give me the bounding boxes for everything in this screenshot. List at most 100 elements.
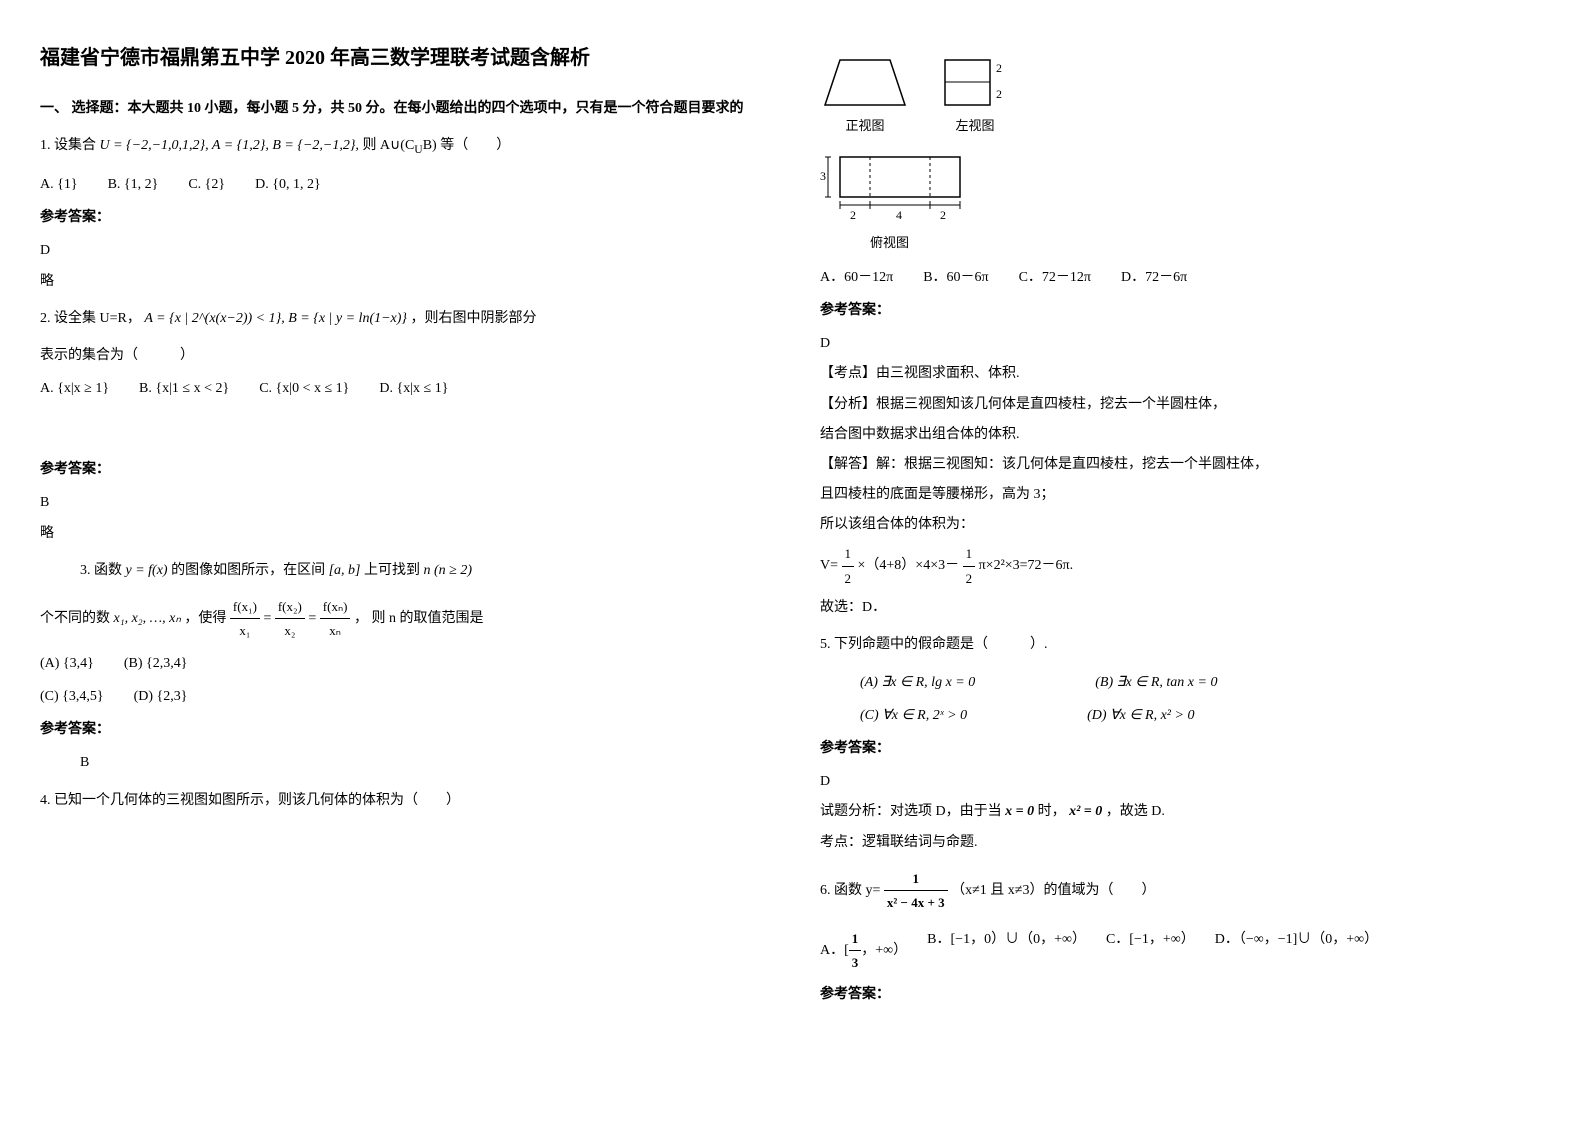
q4-optA: A．60－12π — [820, 265, 893, 290]
q4-three-views: 正视图 2 2 左视图 3 — [820, 50, 1540, 255]
q3-math3: n (n ≥ 2) — [424, 563, 473, 578]
q3-optD: (D) {2,3} — [134, 684, 188, 709]
q6-optB: B．[−1，0）∪（0，+∞） — [927, 927, 1086, 975]
q4-exp5: 且四棱柱的底面是等腰梯形，高为 3； — [820, 482, 1540, 507]
page-title: 福建省宁德市福鼎第五中学 2020 年高三数学理联考试题含解析 — [40, 40, 760, 76]
q5-optD: (D) ∀x ∈ R, x² > 0 — [1087, 703, 1194, 728]
q4-optD: D．72－6π — [1121, 265, 1187, 290]
q6-optC: C．[−1，+∞） — [1106, 927, 1195, 975]
q2-stem-prefix: 2. 设全集 U=R， — [40, 311, 141, 326]
q1-stem-suffix: 则 A∪(C — [362, 138, 414, 153]
q3-optA: (A) {3,4} — [40, 651, 94, 676]
question-6: 6. 函数 y= 1x² − 4x + 3 （x≠1 且 x≠3）的值域为（ ） — [820, 867, 1540, 915]
q3-math1: y = f(x) — [126, 563, 168, 578]
q2-optA: A. {x|x ≥ 1} — [40, 376, 109, 401]
q4-exp7: V= 12 ×（4+8）×4×3－ 12 π×2²×3=72－6π. — [820, 542, 1540, 590]
q3-line2-suffix: ， 则 n 的取值范围是 — [354, 611, 484, 626]
q3-math2: [a, b] — [329, 563, 361, 578]
q1-optC: C. {2} — [188, 172, 225, 197]
q2-optC: C. {x|0 < x ≤ 1} — [259, 376, 349, 401]
q4-optB: B．60－6π — [923, 265, 988, 290]
q3-answer: B — [80, 750, 760, 775]
q2-stem-suffix: ，则右图中阴影部分 — [411, 311, 537, 326]
q6-stem-suffix: （x≠1 且 x≠3）的值域为（ ） — [951, 883, 1155, 898]
dim-2c: 2 — [850, 208, 856, 222]
q5-optB: (B) ∃x ∈ R, tan x = 0 — [1095, 670, 1217, 695]
q4-exp4: 【解答】解：根据三视图知：该几何体是直四棱柱，挖去一个半圆柱体， — [820, 452, 1540, 477]
q4-frac2: 12 — [963, 542, 976, 590]
q3-options-row1: (A) {3,4} (B) {2,3,4} — [40, 651, 760, 676]
top-view-svg: 3 2 4 2 — [820, 147, 980, 227]
q5-answer-label: 参考答案： — [820, 736, 1540, 761]
q2-optB: B. {x|1 ≤ x < 2} — [139, 376, 229, 401]
dim-2a: 2 — [996, 61, 1002, 75]
dim-3: 3 — [820, 169, 826, 183]
left-view: 2 2 左视图 — [940, 50, 1010, 137]
q3-stem-prefix: 3. 函数 — [80, 563, 122, 578]
question-1: 1. 设集合 U = {−2,−1,0,1,2}, A = {1,2}, B =… — [40, 133, 760, 160]
q5-options-row2: (C) ∀x ∈ R, 2ˣ > 0 (D) ∀x ∈ R, x² > 0 — [860, 703, 1540, 728]
q1-optD: D. {0, 1, 2} — [255, 172, 321, 197]
left-view-svg: 2 2 — [940, 50, 1010, 110]
q2-stem-math: A = {x | 2^(x(x−2)) < 1}, B = {x | y = l… — [144, 311, 407, 326]
q3-frac2: f(x₂)x₂ — [275, 595, 305, 643]
q4-options: A．60－12π B．60－6π C．72－12π D．72－6π — [820, 265, 1540, 290]
question-3: 3. 函数 y = f(x) 的图像如图所示，在区间 [a, b] 上可找到 n… — [80, 558, 760, 583]
q4-exp3: 结合图中数据求出组合体的体积. — [820, 422, 1540, 447]
q4-answer: D — [820, 331, 1540, 356]
q6-options: A．[13，+∞） B．[−1，0）∪（0，+∞） C．[−1，+∞） D．（−… — [820, 927, 1540, 975]
q5-exp1-math2: x² = 0 — [1069, 804, 1102, 819]
q2-line2: 表示的集合为（ ） — [40, 343, 760, 368]
q3-optB: (B) {2,3,4} — [124, 651, 188, 676]
q4-optC: C．72－12π — [1019, 265, 1091, 290]
q4-exp8: 故选：D． — [820, 595, 1540, 620]
q3-answer-label: 参考答案： — [40, 717, 760, 742]
q3-mid2: 上可找到 — [364, 563, 424, 578]
q3-optC: (C) {3,4,5} — [40, 684, 104, 709]
front-view-label: 正视图 — [820, 114, 910, 137]
q2-answer-label: 参考答案： — [40, 457, 760, 482]
q4-frac1: 12 — [842, 542, 855, 590]
top-view-label: 俯视图 — [870, 231, 1540, 254]
q3-line2-mid: ，使得 — [184, 611, 230, 626]
q6-optD: D．（−∞，−1]∪（0，+∞） — [1215, 927, 1378, 975]
q3-frac3: f(xₙ)xₙ — [320, 595, 351, 643]
q5-answer: D — [820, 769, 1540, 794]
left-view-label: 左视图 — [940, 114, 1010, 137]
q1-options: A. {1} B. {1, 2} C. {2} D. {0, 1, 2} — [40, 172, 760, 197]
q1-sub: U — [414, 143, 422, 156]
q1-optB: B. {1, 2} — [108, 172, 159, 197]
q2-answer: B — [40, 490, 760, 515]
question-2: 2. 设全集 U=R， A = {x | 2^(x(x−2)) < 1}, B … — [40, 306, 760, 331]
q5-exp1-mid: 时， — [1038, 804, 1066, 819]
q4-exp7-mid2: π×2²×3=72－6π. — [979, 559, 1074, 574]
q4-exp2: 【分析】根据三视图知该几何体是直四棱柱，挖去一个半圆柱体， — [820, 392, 1540, 417]
q1-stem-prefix: 1. 设集合 — [40, 138, 96, 153]
q5-optC: (C) ∀x ∈ R, 2ˣ > 0 — [860, 703, 967, 728]
q6-optA: A．[13，+∞） — [820, 927, 907, 975]
q1-answer: D — [40, 238, 760, 263]
dim-4: 4 — [896, 208, 902, 222]
q5-exp1-suffix: ，故选 D. — [1106, 804, 1165, 819]
q5-exp1-math1: x = 0 — [1005, 804, 1034, 819]
q5-options-row1: (A) ∃x ∈ R, lg x = 0 (B) ∃x ∈ R, tan x =… — [860, 670, 1540, 695]
top-view: 3 2 4 2 俯视图 — [820, 147, 1540, 254]
q2-note: 略 — [40, 521, 760, 546]
q4-exp7-prefix: V= — [820, 559, 842, 574]
q1-stem-suffix2: B) 等（ ） — [423, 138, 511, 153]
question-4-stem: 4. 已知一个几何体的三视图如图所示，则该几何体的体积为（ ） — [40, 788, 760, 813]
q1-optA: A. {1} — [40, 172, 78, 197]
q2-options: A. {x|x ≥ 1} B. {x|1 ≤ x < 2} C. {x|0 < … — [40, 376, 760, 401]
q3-line2-prefix: 个不同的数 — [40, 611, 114, 626]
q4-exp1: 【考点】由三视图求面积、体积. — [820, 361, 1540, 386]
q3-mid1: 的图像如图所示，在区间 — [171, 563, 329, 578]
q1-stem-math: U = {−2,−1,0,1,2}, A = {1,2}, B = {−2,−1… — [100, 138, 359, 153]
q5-exp1-prefix: 试题分析：对选项 D，由于当 — [820, 804, 1005, 819]
q6-frac: 1x² − 4x + 3 — [884, 867, 948, 915]
q6-answer-label: 参考答案： — [820, 982, 1540, 1007]
q1-note: 略 — [40, 269, 760, 294]
q3-line2: 个不同的数 x₁, x₂, …, xₙ ，使得 f(x₁)x₁ = f(x₂)x… — [40, 595, 760, 643]
q3-line2-math: x₁, x₂, …, xₙ — [114, 611, 181, 626]
q2-optD: D. {x|x ≤ 1} — [379, 376, 448, 401]
q3-frac1: f(x₁)x₁ — [230, 595, 260, 643]
